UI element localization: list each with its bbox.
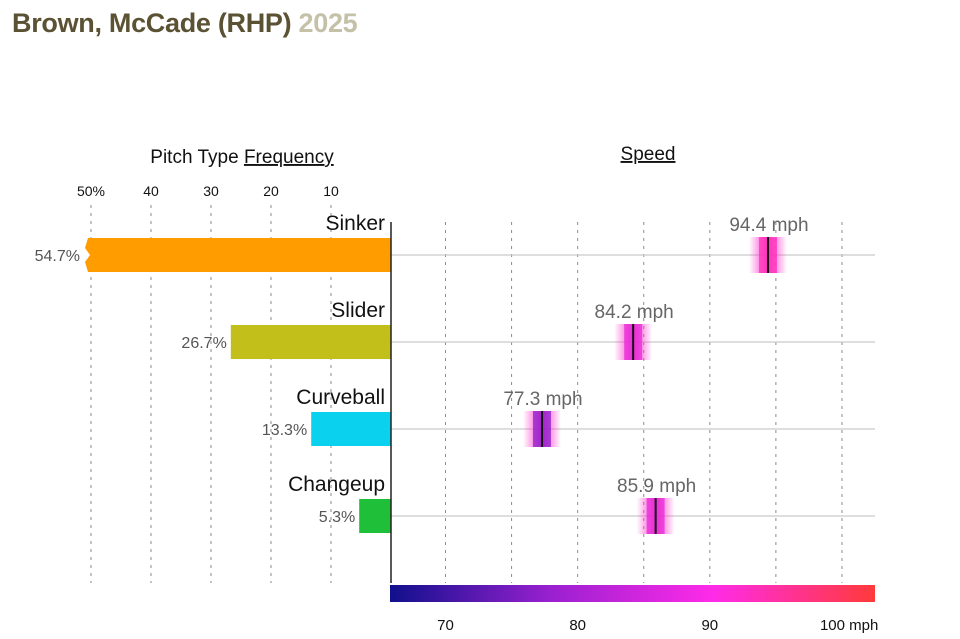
frequency-tick-label: 30: [203, 183, 219, 199]
frequency-title-underlined: Frequency: [244, 147, 334, 168]
frequency-tick-label: 50%: [77, 183, 105, 199]
speed-value-label-slider: 84.2 mph: [595, 302, 674, 323]
frequency-value-label-curveball: 13.3%: [262, 422, 307, 439]
frequency-tick-label: 40: [143, 183, 159, 199]
frequency-value-label-changeup: 5.3%: [319, 509, 355, 526]
speed-color-scale: [390, 585, 875, 602]
speed-markers: [522, 237, 787, 534]
pitch-type-labels: Sinker Slider Curveball Changeup: [288, 212, 385, 496]
frequency-tick-label: 10: [323, 183, 339, 199]
speed-value-label-curveball: 77.3 mph: [503, 389, 582, 410]
pitch-type-label-changeup: Changeup: [288, 473, 385, 496]
speed-tick-label: 70: [437, 617, 454, 634]
frequency-value-labels: 54.7% 26.7% 13.3% 5.3%: [35, 248, 356, 526]
speed-marker-changeup: [636, 498, 675, 534]
frequency-bars: [85, 238, 391, 533]
pitch-type-label-slider: Slider: [331, 299, 385, 322]
frequency-grid: [90, 205, 332, 583]
pitch-type-label-sinker: Sinker: [325, 212, 385, 235]
speed-title: Speed: [621, 144, 676, 165]
speed-marker-curveball: [522, 411, 561, 447]
frequency-tick-label: 20: [263, 183, 279, 199]
page-title: Brown, McCade (RHP) 2025: [12, 8, 358, 39]
frequency-bar-sinker: [85, 238, 391, 272]
speed-tick-labels: 70 80 90 100 mph: [437, 617, 878, 634]
frequency-bar-slider: [230, 325, 391, 359]
frequency-bar-curveball: [311, 412, 391, 446]
speed-tick-label: 80: [569, 617, 586, 634]
frequency-title-prefix: Pitch Type: [150, 147, 238, 168]
speed-value-labels: 94.4 mph 84.2 mph 77.3 mph 85.9 mph: [503, 215, 808, 497]
frequency-title: Pitch Type Frequency: [150, 147, 334, 168]
speed-marker-slider: [614, 324, 653, 360]
speed-value-label-sinker: 94.4 mph: [729, 215, 808, 236]
season-year: 2025: [298, 8, 358, 38]
frequency-value-label-sinker: 54.7%: [35, 248, 80, 265]
pitcher-name: Brown, McCade (RHP): [12, 8, 292, 38]
frequency-bar-changeup: [359, 499, 391, 533]
speed-tick-label: 100 mph: [820, 617, 878, 634]
frequency-value-label-slider: 26.7%: [181, 335, 226, 352]
speed-tick-label: 90: [701, 617, 718, 634]
pitch-type-label-curveball: Curveball: [296, 386, 385, 409]
frequency-tick-labels: 10 20 30 40 50%: [77, 183, 339, 199]
speed-marker-sinker: [748, 237, 787, 273]
speed-value-label-changeup: 85.9 mph: [617, 476, 696, 497]
